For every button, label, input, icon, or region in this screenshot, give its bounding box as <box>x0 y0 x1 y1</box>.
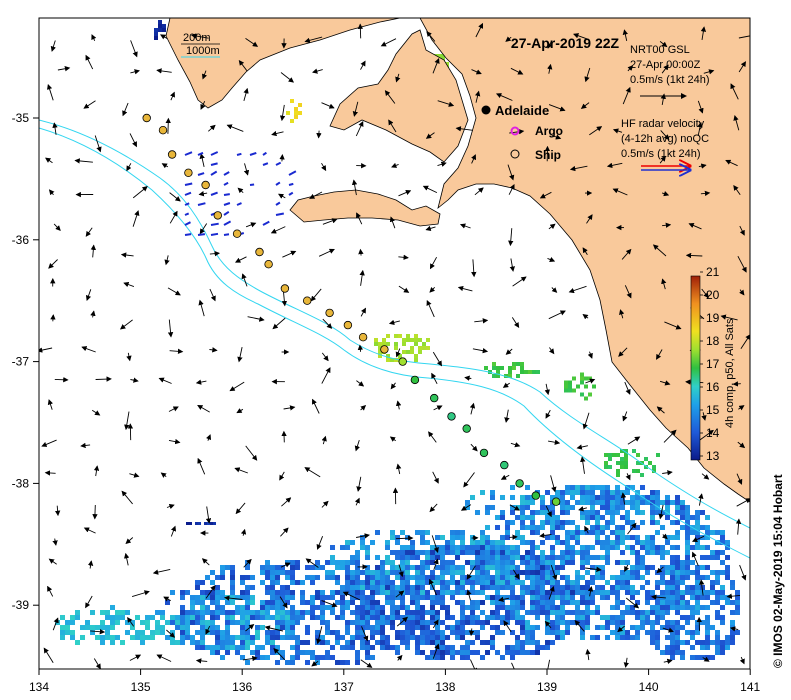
ship-position <box>325 308 334 318</box>
ship-position <box>264 260 273 269</box>
ship-position <box>255 247 264 257</box>
adelaide-label: Adelaide <box>495 103 549 118</box>
x-tick-label: 140 <box>639 680 659 694</box>
x-tick-label: 136 <box>232 680 252 694</box>
colorbar-tick-label: 14 <box>706 426 720 440</box>
ship-position <box>158 125 168 135</box>
svg-text:(4-12h avg) noQC: (4-12h avg) noQC <box>621 133 709 145</box>
colorbar-tick-label: 18 <box>706 334 720 348</box>
depth-legend: 200m 1000m <box>181 32 220 58</box>
ship-position <box>447 412 456 421</box>
ship-position <box>500 460 509 470</box>
ship-position <box>142 113 151 123</box>
ship-position <box>531 491 540 500</box>
hf-radar-arrows <box>184 151 297 236</box>
svg-text:27-Apr 00:00Z: 27-Apr 00:00Z <box>630 59 701 71</box>
ship-position <box>380 345 389 354</box>
ship-position <box>201 180 210 190</box>
colorbar-tick-label: 17 <box>706 357 720 371</box>
depth-contours <box>39 119 750 559</box>
colorbar-tick-label: 15 <box>706 403 720 417</box>
svg-text:0.5m/s (1kt 24h): 0.5m/s (1kt 24h) <box>621 148 700 160</box>
ship-position <box>430 393 439 403</box>
svg-text:NRT00 GSL: NRT00 GSL <box>630 44 690 56</box>
argo-legend-marker <box>510 126 520 136</box>
x-tick-label: 138 <box>435 680 455 694</box>
gsl-legend: NRT00 GSL 27-Apr 00:00Z 0.5m/s (1kt 24h) <box>630 44 709 99</box>
ship-position <box>462 424 471 433</box>
x-tick-label: 141 <box>740 680 760 694</box>
ship-position <box>303 296 312 305</box>
ship-position <box>410 375 420 385</box>
colorbar-tick-label: 20 <box>706 288 720 302</box>
ship-position <box>280 284 290 293</box>
y-tick-label: -38 <box>12 476 30 490</box>
adelaide-marker <box>481 105 491 115</box>
radar-legend: HF radar velocity (4-12h avg) noQC 0.5m/… <box>621 118 709 170</box>
ship-position <box>343 320 353 330</box>
svg-text:200m: 200m <box>183 32 211 44</box>
y-tick-label: -37 <box>12 355 30 369</box>
colorbar-tick-label: 21 <box>706 265 720 279</box>
ship-position <box>479 448 489 458</box>
ship-position <box>398 357 407 366</box>
credit-text: © IMOS 02-May-2019 15:04 Hobart <box>771 474 785 668</box>
svg-text:HF radar velocity: HF radar velocity <box>621 118 705 130</box>
colorbar-tick-label: 13 <box>706 449 720 463</box>
ship-position <box>184 168 193 177</box>
ship-legend-marker <box>510 149 520 159</box>
plot-frame <box>38 17 751 670</box>
ship-position <box>551 497 561 506</box>
x-tick-label: 134 <box>29 680 49 694</box>
svg-text:4h comp, p50, All Sats: 4h comp, p50, All Sats <box>724 318 736 428</box>
sst-colorbar: 13 14 15 16 17 18 19 20 21 4h comp, p50, All Sat… <box>690 265 736 463</box>
y-tick-label: -35 <box>12 111 30 125</box>
colorbar-tick-label: 16 <box>706 380 720 394</box>
gsl-velocity-arrows <box>39 22 750 669</box>
sst-pixels <box>55 20 740 665</box>
ship-position <box>213 211 222 220</box>
y-tick-label: -36 <box>12 233 30 247</box>
ship-position <box>167 150 177 159</box>
x-tick-label: 139 <box>537 680 557 694</box>
x-axis: 134 135 136 137 138 139 140 141 <box>29 669 761 694</box>
colorbar-tick-label: 19 <box>706 311 720 325</box>
ship-position <box>232 229 242 238</box>
ship-track <box>142 113 561 506</box>
y-tick-label: -39 <box>12 598 30 612</box>
ship-position <box>358 333 368 342</box>
ship-label: Ship <box>535 148 561 162</box>
x-tick-label: 137 <box>334 680 354 694</box>
svg-text:0.5m/s (1kt 24h): 0.5m/s (1kt 24h) <box>630 74 709 86</box>
map-title: 27-Apr-2019 22Z <box>511 35 620 51</box>
ship-position <box>515 479 524 488</box>
x-tick-label: 135 <box>131 680 151 694</box>
argo-label: Argo <box>535 124 563 138</box>
svg-text:1000m: 1000m <box>186 45 220 57</box>
y-axis: -35 -36 -37 -38 -39 <box>12 111 39 612</box>
